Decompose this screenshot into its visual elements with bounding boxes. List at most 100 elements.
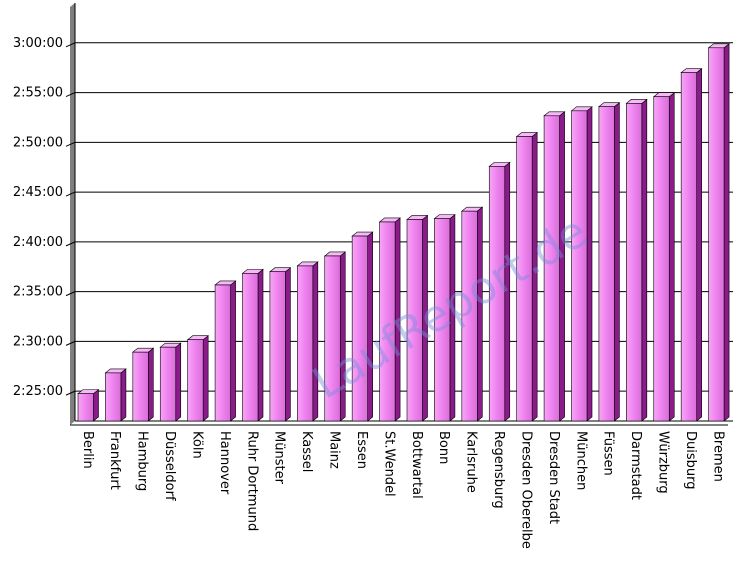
bar: [378, 217, 401, 422]
bar-side: [641, 98, 648, 422]
bar-front: [159, 346, 177, 422]
bar-side: [723, 43, 730, 422]
x-category-label: St.Wendel: [381, 431, 396, 497]
bar-side: [614, 102, 620, 422]
bar-front: [434, 218, 451, 422]
bar-front: [187, 339, 204, 422]
bar: [433, 214, 456, 422]
x-category-label: Köln: [189, 431, 204, 459]
bar-front: [571, 110, 588, 422]
y-tick-label: 3:00:00: [13, 36, 63, 51]
x-category-labels: Berlin Frankfurt Hamburg Düsseldorf Köln Hann…: [80, 431, 726, 549]
bar-front: [653, 96, 670, 422]
bar: [598, 102, 621, 422]
bar-side: [696, 68, 702, 422]
y-tick-label: 2:50:00: [13, 135, 63, 150]
bar: [680, 68, 703, 422]
bar-front: [680, 72, 697, 422]
bar: [543, 111, 566, 422]
gridlines: [65, 42, 733, 396]
y-tick-mark: [65, 42, 76, 48]
bar: [515, 131, 539, 422]
bar-side: [668, 92, 675, 422]
bar: [625, 98, 648, 422]
y-tick-mark: [65, 340, 76, 346]
x-category-label: Karlsruhe: [464, 431, 479, 493]
y-tick-label: 2:55:00: [13, 86, 63, 101]
x-category-label: Bremen: [710, 431, 725, 482]
x-category-label: Frankfurt: [107, 431, 122, 490]
bar-front: [324, 255, 341, 422]
bar-side: [586, 106, 593, 422]
bar: [241, 268, 264, 422]
bars: [77, 43, 730, 422]
y-tick-label: 2:30:00: [13, 334, 63, 349]
bar-front: [105, 372, 122, 422]
y-tick-mark: [65, 241, 76, 247]
x-category-label: Regensburg: [491, 431, 506, 509]
bar: [131, 347, 155, 422]
x-category-label: Duisburg: [683, 431, 698, 490]
bar-front: [708, 47, 725, 422]
bar-front: [626, 103, 643, 422]
bar: [296, 261, 319, 422]
x-category-label: Bottwartal: [409, 431, 424, 499]
x-category-label: Kassel: [299, 431, 314, 472]
y-tick-label: 2:40:00: [13, 235, 63, 250]
x-category-label: Hamburg: [135, 431, 150, 491]
x-category-label: Darmstadt: [628, 431, 643, 500]
bar-front: [406, 219, 423, 422]
bar-front: [214, 284, 231, 422]
bar-front: [132, 351, 149, 422]
bar: [186, 335, 210, 422]
x-category-label: Hannover: [217, 431, 232, 495]
x-category-label: Düsseldorf: [162, 431, 177, 501]
bar: [77, 389, 100, 422]
bar-side: [202, 335, 209, 422]
bar-front: [461, 210, 478, 422]
bar: [351, 231, 374, 422]
bar-side: [257, 268, 264, 422]
x-category-label: Dresden Stadt: [546, 431, 561, 524]
left-wall: [70, 3, 75, 425]
bar-side: [230, 280, 236, 422]
y-tick-mark: [65, 92, 76, 98]
y-tick-mark: [65, 291, 76, 297]
bar: [406, 214, 429, 422]
x-category-label: Würzburg: [656, 431, 671, 494]
bar-front: [242, 273, 259, 422]
bar: [323, 251, 347, 422]
x-category-label: Bonn: [436, 431, 451, 464]
bar: [159, 342, 182, 422]
bar: [460, 206, 484, 422]
bar-side: [285, 267, 291, 422]
y-tick-label: 2:45:00: [13, 185, 63, 200]
x-category-label: Dresden Oberelbe: [518, 431, 533, 549]
x-category-label: Essen: [354, 431, 369, 469]
x-category-label: Ruhr Dortmund: [244, 431, 259, 531]
y-tick-label: 2:35:00: [13, 285, 63, 300]
y-tick-mark: [65, 191, 76, 197]
bar-front: [379, 221, 396, 422]
x-category-label: München: [573, 431, 588, 490]
bar-front: [488, 166, 506, 422]
y-tick-labels: 2:25:00 2:30:00 2:35:00 2:40:00 2:45:00 2:50:…: [13, 36, 63, 399]
x-category-label: Münster: [272, 431, 287, 485]
bar-side: [120, 368, 127, 422]
bar: [652, 92, 676, 422]
bar-side: [312, 261, 319, 422]
bar: [488, 161, 511, 422]
bar-side: [148, 347, 154, 422]
x-category-label: Berlin: [80, 431, 95, 469]
x-category-label: Füssen: [601, 431, 616, 476]
bar-front: [269, 271, 286, 422]
bar-side: [93, 389, 99, 422]
axes: [70, 3, 733, 426]
y-tick-mark: [65, 390, 76, 396]
bar: [214, 280, 237, 422]
bar: [707, 43, 730, 422]
bar-front: [297, 265, 314, 422]
bar: [570, 106, 593, 422]
y-tick-mark: [65, 141, 76, 147]
